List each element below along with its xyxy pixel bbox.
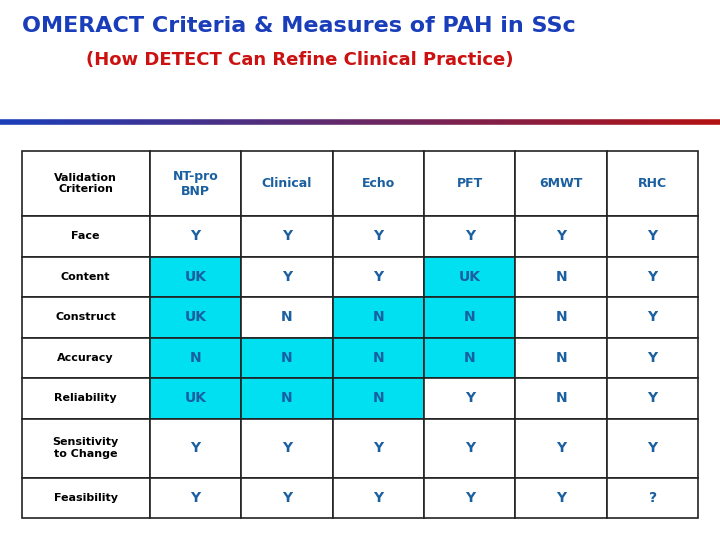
Text: N: N xyxy=(555,310,567,324)
Text: Feasibility: Feasibility xyxy=(53,493,117,503)
Text: N: N xyxy=(372,392,384,405)
Text: N: N xyxy=(281,351,292,364)
Text: Construct: Construct xyxy=(55,312,116,322)
Text: Y: Y xyxy=(464,392,474,405)
Text: Accuracy: Accuracy xyxy=(58,353,114,363)
Text: Y: Y xyxy=(373,270,383,284)
Text: OMERACT Criteria & Measures of PAH in SSc: OMERACT Criteria & Measures of PAH in SS… xyxy=(22,16,575,36)
Text: N: N xyxy=(281,310,292,324)
Text: N: N xyxy=(464,310,476,324)
Text: Face: Face xyxy=(71,231,100,241)
Text: Y: Y xyxy=(464,441,474,455)
Text: N: N xyxy=(555,270,567,284)
Text: Y: Y xyxy=(282,491,292,505)
Text: N: N xyxy=(464,351,476,364)
Text: UK: UK xyxy=(459,270,481,284)
Text: Y: Y xyxy=(647,270,658,284)
Text: UK: UK xyxy=(184,392,207,405)
Text: Y: Y xyxy=(282,270,292,284)
Text: Reliability: Reliability xyxy=(54,393,117,403)
Text: Clinical: Clinical xyxy=(261,177,312,190)
Text: N: N xyxy=(372,310,384,324)
Text: Y: Y xyxy=(647,441,658,455)
Text: UK: UK xyxy=(184,310,207,324)
Text: Y: Y xyxy=(647,310,658,324)
Text: Y: Y xyxy=(190,441,200,455)
Text: Sensitivity
to Change: Sensitivity to Change xyxy=(53,437,119,459)
Text: Y: Y xyxy=(556,491,566,505)
Text: Y: Y xyxy=(190,230,200,243)
Text: Y: Y xyxy=(190,491,200,505)
Text: 6MWT: 6MWT xyxy=(539,177,583,190)
Text: N: N xyxy=(189,351,201,364)
Text: N: N xyxy=(555,392,567,405)
Text: Validation
Criterion: Validation Criterion xyxy=(54,173,117,194)
Text: Y: Y xyxy=(373,441,383,455)
Text: Y: Y xyxy=(556,230,566,243)
Text: Y: Y xyxy=(464,491,474,505)
Text: Y: Y xyxy=(647,351,658,364)
Text: PFT: PFT xyxy=(456,177,483,190)
Text: Y: Y xyxy=(556,441,566,455)
Text: Content: Content xyxy=(61,272,110,282)
Text: ?: ? xyxy=(649,491,657,505)
Text: (How DETECT Can Refine Clinical Practice): (How DETECT Can Refine Clinical Practice… xyxy=(86,51,514,69)
Text: NT-pro
BNP: NT-pro BNP xyxy=(173,170,218,198)
Text: Y: Y xyxy=(373,230,383,243)
Text: N: N xyxy=(372,351,384,364)
Text: Y: Y xyxy=(647,230,658,243)
Text: RHC: RHC xyxy=(638,177,667,190)
Text: Y: Y xyxy=(282,441,292,455)
Text: N: N xyxy=(281,392,292,405)
Text: Y: Y xyxy=(647,392,658,405)
Text: N: N xyxy=(555,351,567,364)
Text: Y: Y xyxy=(373,491,383,505)
Text: Echo: Echo xyxy=(361,177,395,190)
Text: Y: Y xyxy=(282,230,292,243)
Text: UK: UK xyxy=(184,270,207,284)
Text: Y: Y xyxy=(464,230,474,243)
